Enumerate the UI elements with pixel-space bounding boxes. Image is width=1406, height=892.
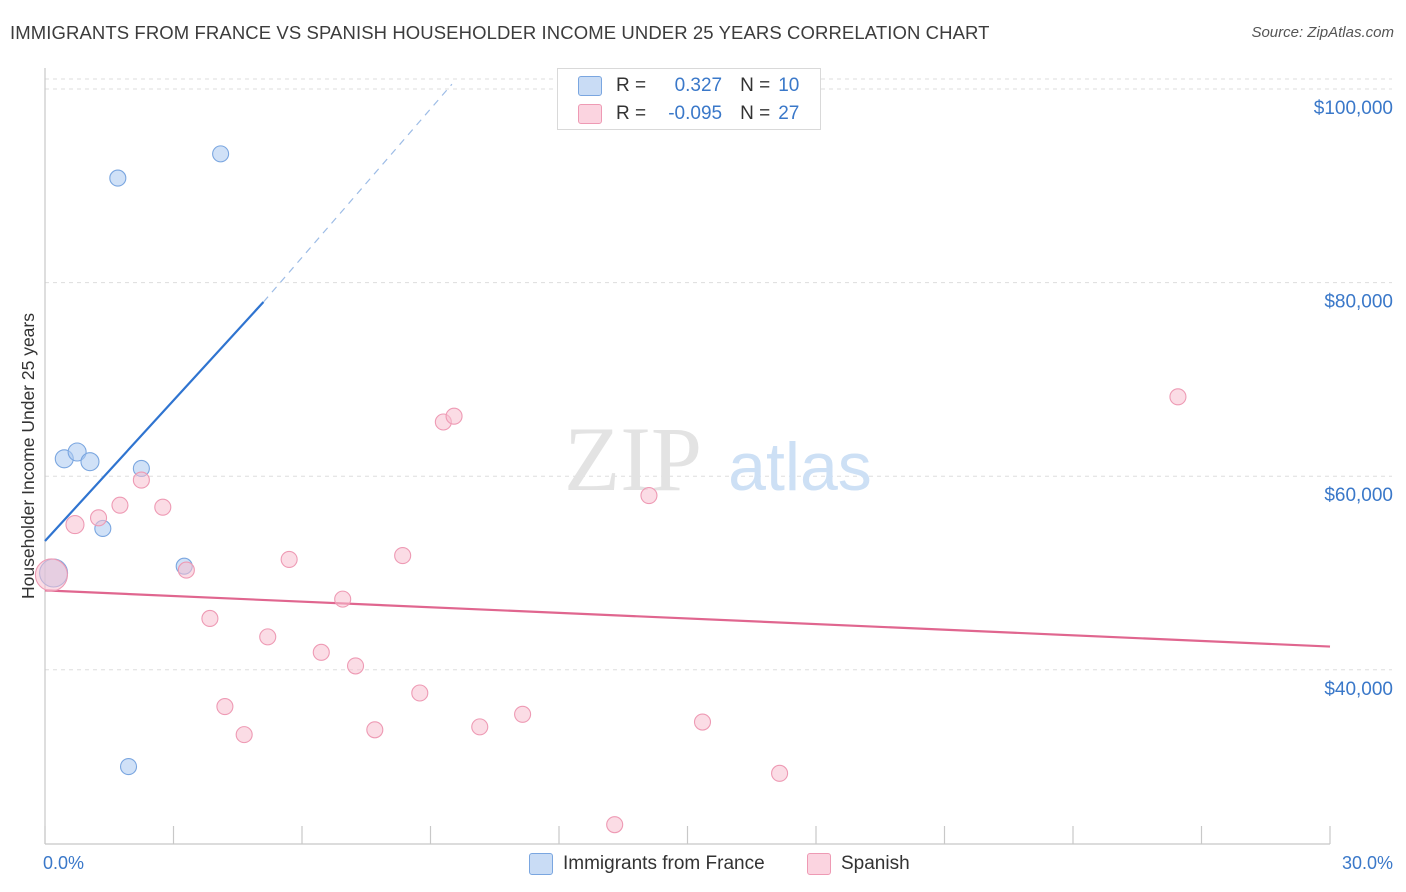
legend-n-label: N = [740,75,771,96]
point-spanish [65,515,85,535]
correlation-legend: R = 0.327 N = 10 R = -0.095 N = 27 [557,68,821,130]
legend-swatch-france [578,76,602,96]
series-swatch-france [529,853,553,875]
point-spanish [394,547,412,565]
point-spanish [640,487,658,505]
point-spanish [259,628,277,646]
point-spanish [111,496,129,514]
legend-row-spanish: R = -0.095 N = 27 [578,100,799,128]
trend-extension-0 [262,83,453,303]
point-france [119,758,138,776]
trend-line-0 [44,301,265,542]
point-spanish [177,561,195,579]
source-credit: Source: ZipAtlas.com [1251,24,1394,41]
point-spanish [411,684,429,702]
y-axis-label: Householder Income Under 25 years [18,313,38,599]
series-label-spanish: Spanish [841,853,910,874]
point-spanish [216,698,234,716]
point-spanish [154,498,172,516]
axes [44,68,1331,845]
point-spanish [366,721,384,739]
legend-swatch-spanish [578,104,602,124]
point-spanish [132,471,150,489]
point-spanish [346,657,365,675]
y-tick-label: $40,000 [1324,679,1393,700]
point-france [109,169,127,187]
trend-lines [44,83,1331,648]
series-legend-france: Immigrants from France [529,852,765,876]
point-spanish [693,713,712,731]
point-spanish [606,816,624,834]
point-spanish [771,764,789,782]
point-france [212,145,230,163]
x-tick-label: 30.0% [1342,853,1393,873]
series-legend-spanish: Spanish [807,852,910,876]
data-points [34,145,1187,834]
point-spanish [201,609,219,628]
point-spanish [471,718,489,736]
x-tick-label: 0.0% [43,853,84,873]
grid-lines [45,78,1392,671]
point-france [80,452,100,472]
point-spanish [280,550,298,568]
point-spanish [34,558,68,592]
point-spanish [235,726,253,744]
y-tick-label: $60,000 [1324,485,1393,506]
series-label-france: Immigrants from France [563,853,765,874]
legend-r-value-spanish: -0.095 [668,103,723,124]
trend-line-1 [44,589,1331,648]
point-spanish [445,407,463,425]
legend-n-value-spanish: 27 [778,103,800,124]
watermark: ZIP atlas [564,408,872,510]
legend-r-label: R = [616,75,647,96]
y-tick-label: $80,000 [1324,292,1393,313]
series-swatch-spanish [807,853,831,875]
legend-n-value-france: 10 [778,75,800,96]
legend-r-label: R = [616,103,647,124]
point-spanish [514,705,532,723]
point-spanish [312,643,330,661]
legend-n-label: N = [740,103,771,124]
tick-labels: $40,000 $60,000 $80,000 $100,000 0.0% 30.0% [43,98,1393,873]
watermark-zip: ZIP [564,408,702,510]
point-spanish [1169,388,1187,406]
y-tick-label: $100,000 [1314,98,1393,119]
legend-row-france: R = 0.327 N = 10 [578,72,799,100]
point-spanish [334,590,352,608]
point-spanish [89,509,108,527]
point-france [67,442,87,462]
legend-r-value-france: 0.327 [674,75,723,96]
chart-title: IMMIGRANTS FROM FRANCE VS SPANISH HOUSEH… [10,22,990,43]
watermark-atlas: atlas [728,429,872,505]
